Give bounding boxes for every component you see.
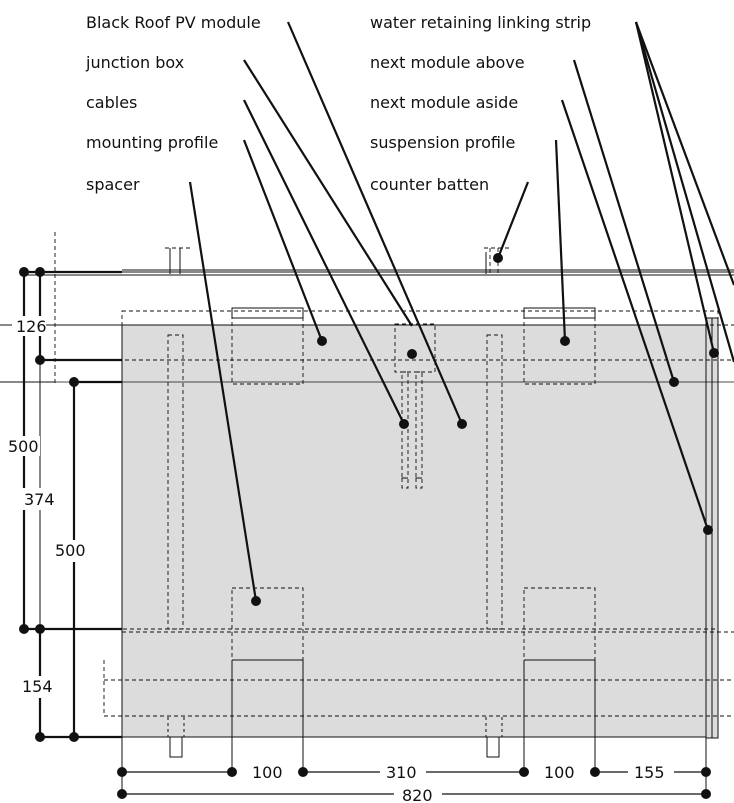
leader-lines: [188, 21, 734, 602]
dim-500-inner: 500: [55, 541, 86, 560]
label-module-above: next module above: [370, 53, 525, 72]
dim-126: 126: [16, 317, 47, 336]
bottom-tab-left: [169, 736, 183, 758]
dim-310: 310: [386, 763, 417, 782]
label-linking-strip: water retaining linking strip: [370, 13, 591, 32]
junction-box-outline: [394, 323, 436, 373]
suspension-profile-left: [231, 307, 304, 319]
label-cables: cables: [86, 93, 137, 112]
dim-100-a: 100: [252, 763, 283, 782]
label-module-aside: next module aside: [370, 93, 518, 112]
mounting-profile-left: [167, 334, 184, 630]
callout-labels: Black Roof PV module junction box cables…: [85, 13, 591, 194]
label-spacer: spacer: [86, 175, 140, 194]
label-junction-box: junction box: [85, 53, 184, 72]
mounting-profile-right: [486, 334, 503, 630]
dim-155: 155: [634, 763, 665, 782]
solid-parts: [0, 248, 734, 794]
dim-374: 374: [24, 490, 55, 509]
dim-154: 154: [22, 677, 53, 696]
pv-module-panel: [121, 324, 707, 738]
label-counter-batten: counter batten: [370, 175, 489, 194]
label-pv-module: Black Roof PV module: [86, 13, 261, 32]
label-suspension-profile: suspension profile: [370, 133, 515, 152]
suspension-profile-right: [523, 307, 596, 319]
dim-500-outer: 500: [8, 437, 39, 456]
dim-820: 820: [402, 786, 433, 803]
reference-dots: [19, 253, 719, 799]
dim-100-b: 100: [544, 763, 575, 782]
bottom-tab-right: [486, 736, 500, 758]
dimension-labels: 126 500 374 500 154 100 310 100 155 820: [6, 316, 674, 803]
label-mounting-profile: mounting profile: [86, 133, 218, 152]
